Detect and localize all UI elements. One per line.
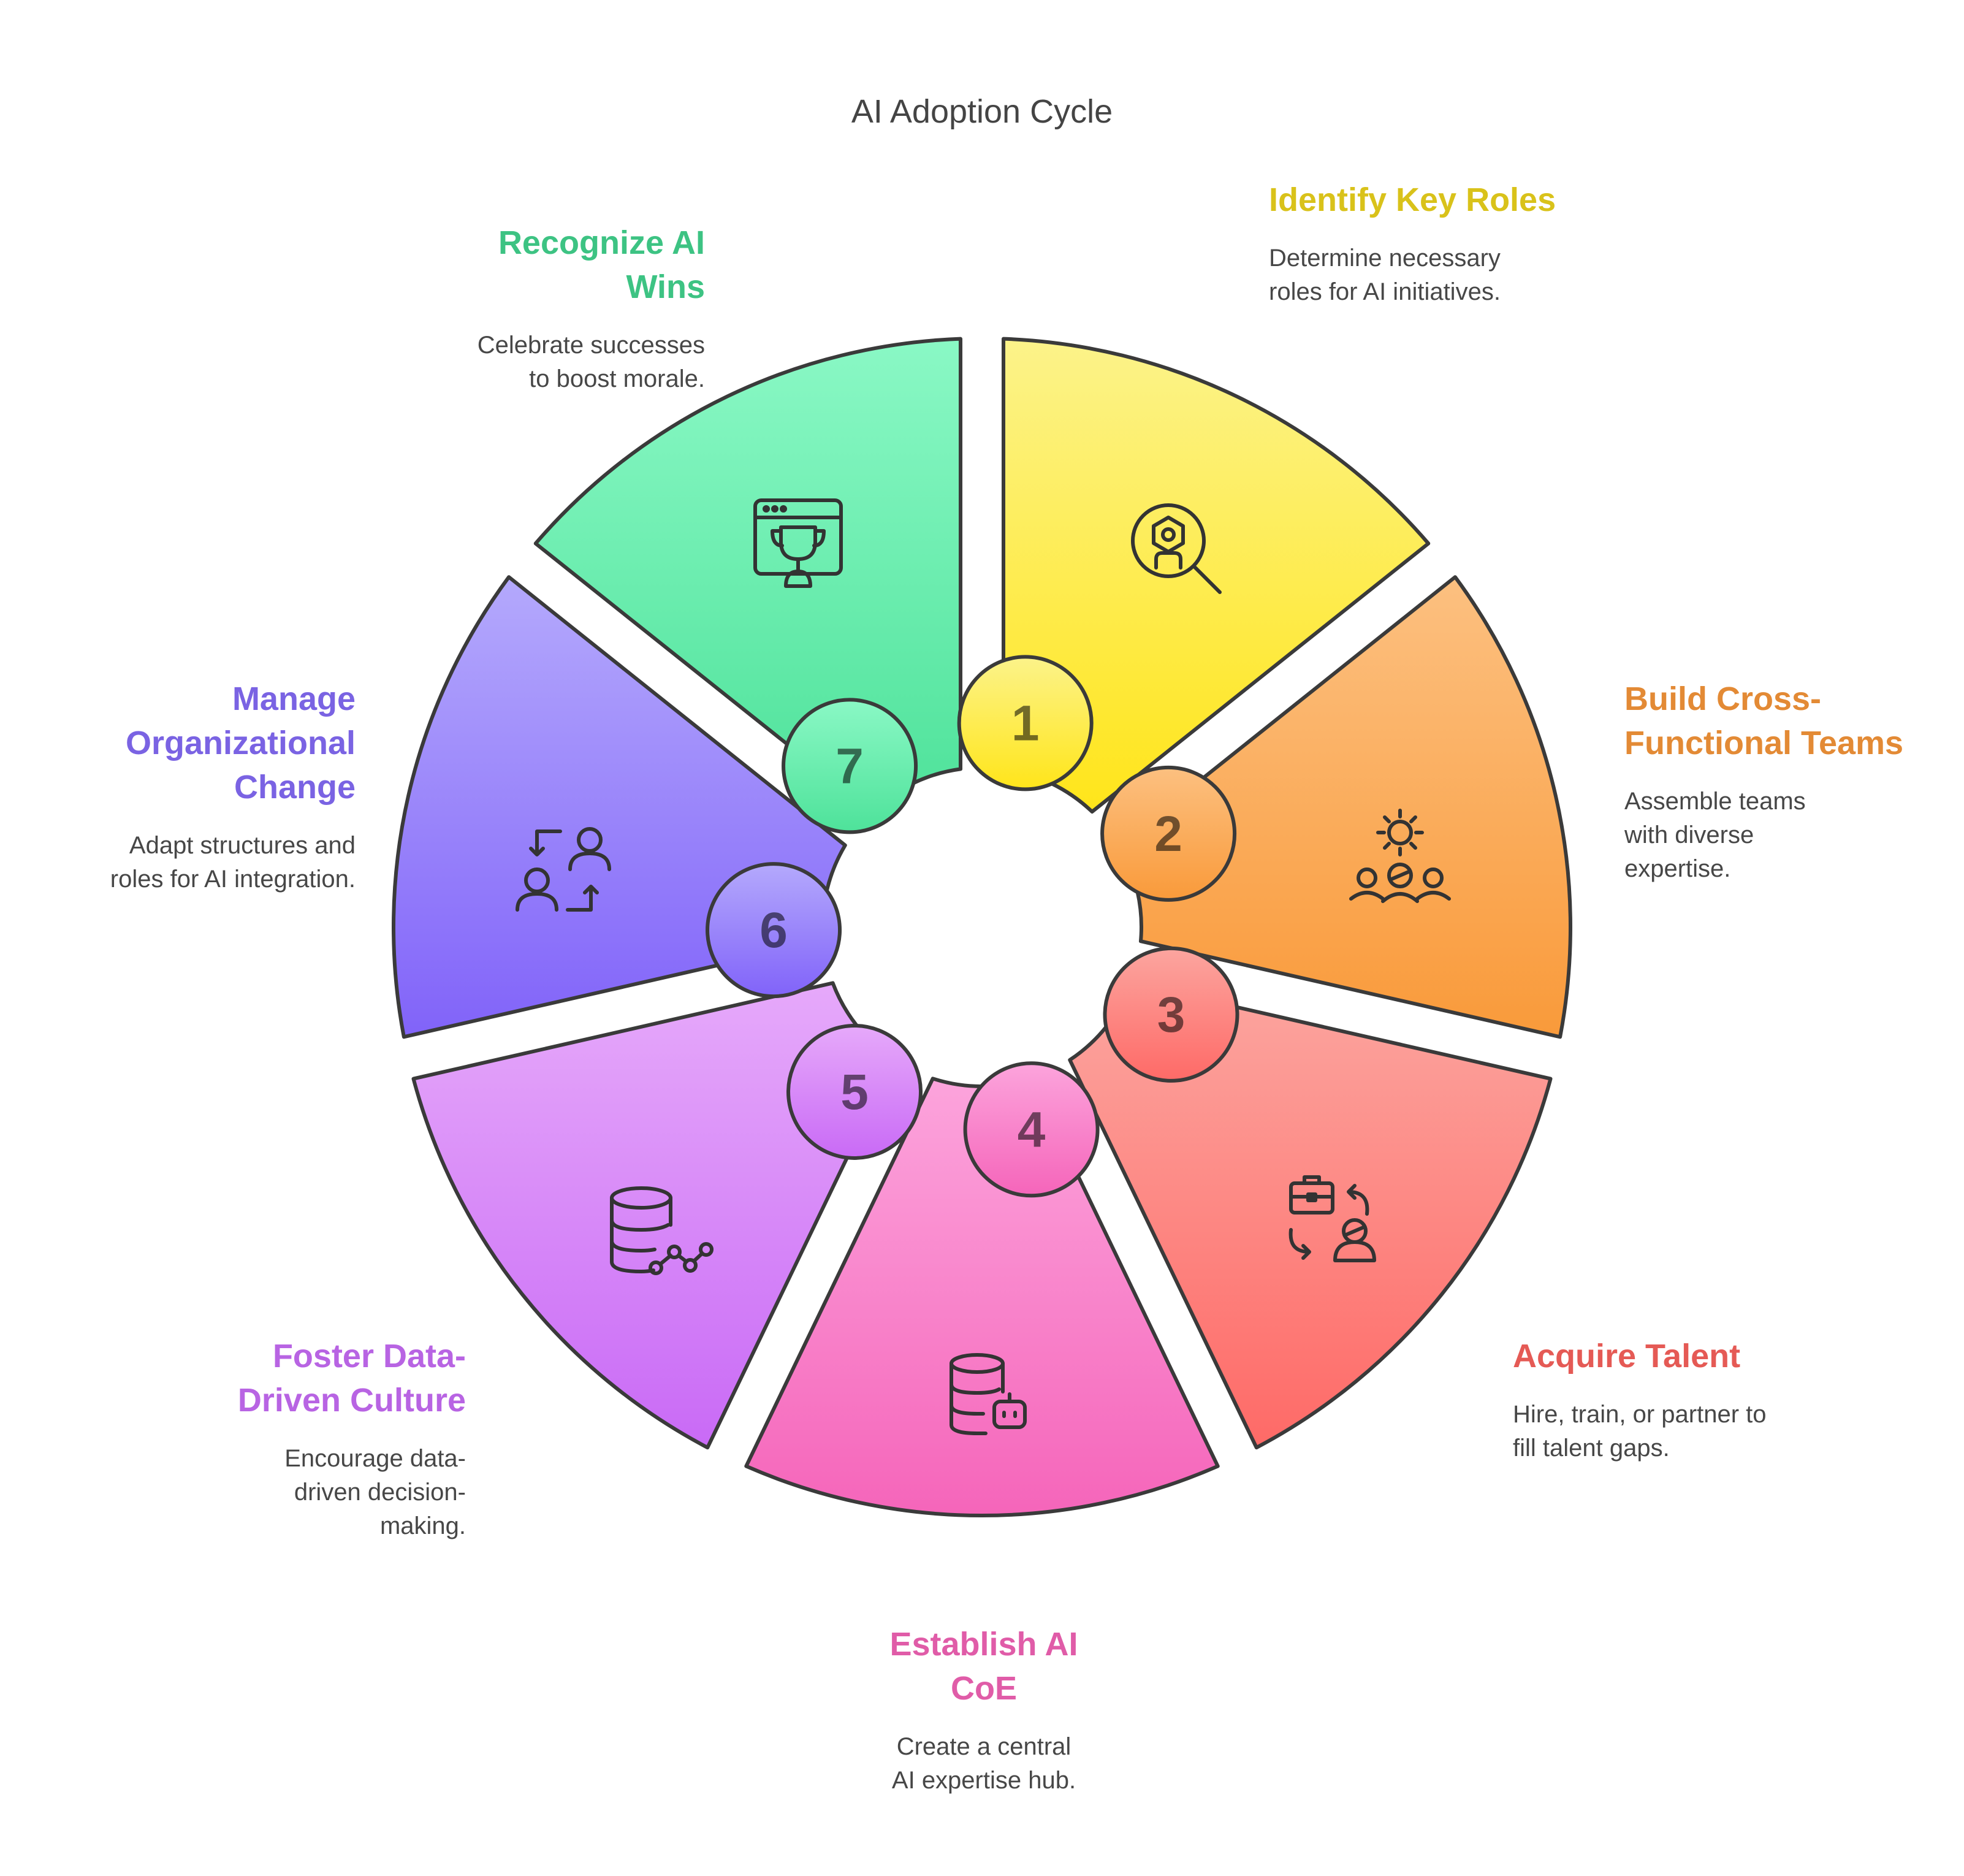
step-7-label: Recognize AI Wins Celebrate successes to… [429, 221, 705, 396]
badge-circle-3 [1103, 946, 1239, 1083]
badge-number-3: 3 [1157, 987, 1186, 1043]
step-7-title: Recognize AI Wins [498, 224, 705, 305]
people-swap-icon [516, 827, 611, 912]
badge-2: 2 [1100, 765, 1237, 902]
step-2-description: Assemble teams with diverse expertise. [1624, 788, 1806, 882]
badge-number-1: 1 [1011, 695, 1040, 751]
step-2-title: Build Cross-Functional Teams [1624, 681, 1904, 761]
badge-7: 7 [782, 698, 918, 834]
database-robot-icon [950, 1353, 1027, 1435]
step-3-label: Acquire Talent Hire, train, or partner t… [1513, 1334, 1795, 1465]
badge-circle-5 [786, 1023, 923, 1160]
step-5-description: Encourage data-driven decision-making. [284, 1445, 466, 1539]
badge-5: 5 [786, 1023, 923, 1160]
step-4-label: Establish AI CoE Create a central AI exp… [821, 1622, 1146, 1798]
database-chart-icon [610, 1186, 714, 1275]
badge-circle-4 [963, 1061, 1100, 1198]
role-search-icon [1131, 503, 1222, 594]
badge-circle-6 [706, 862, 842, 999]
step-3-title: Acquire Talent [1513, 1338, 1741, 1375]
badge-number-2: 2 [1154, 806, 1182, 862]
segments [392, 337, 1573, 1517]
step-5-label: Foster Data-Driven Culture Encourage dat… [184, 1334, 466, 1543]
step-6-description: Adapt structures and roles for AI integr… [110, 832, 356, 893]
step-2-label: Build Cross-Functional Teams Assemble te… [1624, 677, 1913, 886]
step-4-title: Establish AI CoE [889, 1626, 1078, 1707]
badges: 1 2 3 4 5 6 7 [706, 655, 1239, 1198]
talent-exchange-icon [1288, 1175, 1376, 1262]
step-6-label: Manage Organizational Change Adapt struc… [74, 677, 356, 896]
badge-circle-1 [957, 655, 1094, 791]
trophy-window-icon [753, 498, 843, 588]
step-1-description: Determine necessary roles for AI initiat… [1269, 245, 1501, 305]
diagram-title: AI Adoption Cycle [851, 93, 1113, 130]
badge-1: 1 [957, 655, 1094, 791]
step-4-description: Create a central AI expertise hub. [891, 1733, 1076, 1794]
badge-circle-7 [782, 698, 918, 834]
team-gear-icon [1349, 809, 1451, 903]
badge-circle-2 [1100, 765, 1237, 902]
badge-6: 6 [706, 862, 842, 999]
step-1-label: Identify Key Roles Determine necessary r… [1269, 178, 1557, 309]
icons [516, 498, 1451, 1435]
badge-number-6: 6 [759, 902, 788, 958]
step-6-title: Manage Organizational Change [125, 681, 356, 806]
step-7-description: Celebrate successes to boost morale. [477, 332, 705, 392]
badge-number-7: 7 [835, 738, 864, 794]
badge-4: 4 [963, 1061, 1100, 1198]
badge-number-4: 4 [1018, 1102, 1046, 1157]
step-3-description: Hire, train, or partner to fill talent g… [1513, 1401, 1767, 1462]
badge-number-5: 5 [840, 1064, 869, 1120]
step-1-title: Identify Key Roles [1269, 181, 1556, 218]
step-5-title: Foster Data-Driven Culture [237, 1338, 466, 1419]
badge-3: 3 [1103, 946, 1239, 1083]
